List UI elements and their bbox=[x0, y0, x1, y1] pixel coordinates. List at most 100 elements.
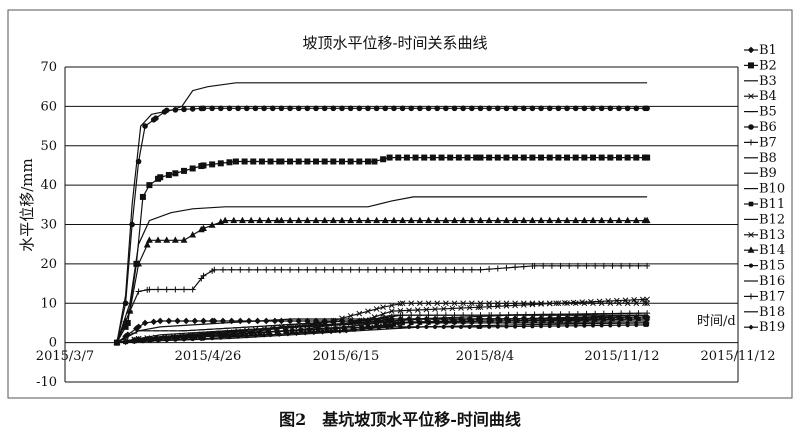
point-B6 bbox=[469, 105, 475, 112]
legend-label: B13 bbox=[759, 228, 785, 243]
point-B14 bbox=[494, 216, 502, 224]
point-B7 bbox=[557, 262, 564, 269]
point-B19 bbox=[469, 320, 475, 326]
point-B2 bbox=[364, 158, 371, 165]
legend: B1B2B3B4B5B6B7B8B9B10B11B12B13B14B15B16B… bbox=[744, 43, 785, 335]
point-B13 bbox=[434, 300, 441, 307]
point-B19 bbox=[425, 320, 432, 326]
point-B19 bbox=[144, 335, 150, 342]
point-B17 bbox=[265, 329, 272, 336]
point-B7 bbox=[172, 286, 179, 293]
point-B6 bbox=[339, 105, 345, 112]
point-B17 bbox=[434, 312, 441, 319]
point-B17 bbox=[644, 310, 651, 317]
point-B2 bbox=[494, 154, 501, 161]
point-B14 bbox=[273, 216, 281, 224]
point-B19 bbox=[607, 320, 613, 326]
series-B14 bbox=[113, 216, 651, 346]
point-B13 bbox=[468, 300, 475, 307]
point-B2 bbox=[157, 174, 164, 181]
point-B19 bbox=[486, 320, 492, 326]
point-B6 bbox=[330, 105, 337, 112]
point-B7 bbox=[408, 266, 415, 273]
chart-frame bbox=[7, 9, 793, 399]
point-B2 bbox=[165, 172, 172, 178]
point-B6 bbox=[218, 105, 224, 112]
point-B6 bbox=[590, 105, 596, 112]
legend-item-B4: B4 bbox=[744, 89, 777, 104]
point-B19 bbox=[443, 320, 449, 326]
legend-marker bbox=[748, 324, 754, 330]
point-B13 bbox=[581, 300, 588, 307]
point-B17 bbox=[557, 311, 564, 318]
x-axis-label: 时间/d bbox=[697, 314, 736, 329]
point-B17 bbox=[548, 311, 555, 318]
point-B14 bbox=[312, 216, 320, 224]
point-B1 bbox=[135, 323, 142, 331]
point-B1 bbox=[150, 318, 158, 326]
point-B2 bbox=[590, 154, 597, 161]
point-B4 bbox=[406, 307, 412, 314]
point-B14 bbox=[572, 216, 580, 224]
point-B2 bbox=[338, 158, 345, 165]
legend-marker bbox=[748, 263, 754, 268]
point-B14 bbox=[624, 216, 632, 224]
y-tick-label: 60 bbox=[40, 99, 57, 114]
point-B7 bbox=[609, 262, 616, 269]
legend-item-B18: B18 bbox=[744, 305, 785, 320]
point-B2 bbox=[538, 154, 545, 161]
point-B2 bbox=[529, 154, 536, 161]
point-B19 bbox=[135, 336, 142, 342]
legend-marker bbox=[748, 62, 754, 69]
point-B6 bbox=[347, 105, 354, 112]
point-B2 bbox=[644, 154, 651, 161]
point-B7 bbox=[321, 266, 328, 273]
point-B11 bbox=[575, 317, 581, 323]
point-B6 bbox=[356, 105, 363, 112]
point-B14 bbox=[459, 216, 467, 224]
point-B6 bbox=[529, 105, 536, 112]
point-B17 bbox=[451, 312, 458, 319]
point-B7 bbox=[592, 262, 599, 269]
legend-label: B10 bbox=[759, 182, 785, 197]
point-B17 bbox=[442, 312, 449, 319]
point-B7 bbox=[434, 266, 441, 273]
legend-label: B7 bbox=[759, 135, 777, 150]
point-B17 bbox=[583, 310, 590, 317]
legend-label: B3 bbox=[759, 74, 777, 89]
point-B13 bbox=[529, 300, 536, 307]
point-B13 bbox=[555, 300, 562, 307]
point-B4 bbox=[475, 304, 482, 311]
point-B7 bbox=[548, 262, 555, 269]
point-B2 bbox=[139, 193, 146, 200]
point-B19 bbox=[261, 332, 267, 338]
point-B7 bbox=[399, 266, 406, 273]
point-B1 bbox=[165, 317, 173, 325]
point-B6 bbox=[261, 105, 267, 112]
point-B17 bbox=[566, 311, 573, 318]
point-B2 bbox=[209, 161, 216, 168]
point-B19 bbox=[460, 320, 466, 326]
point-B2 bbox=[172, 170, 179, 177]
point-B7 bbox=[382, 266, 389, 273]
point-B7 bbox=[600, 262, 607, 269]
point-B6 bbox=[189, 106, 196, 112]
point-B19 bbox=[477, 320, 484, 326]
grid-lines bbox=[64, 66, 739, 383]
point-B14 bbox=[163, 236, 171, 243]
point-B2 bbox=[403, 154, 410, 161]
point-B19 bbox=[399, 320, 406, 326]
point-B2 bbox=[295, 158, 302, 165]
point-B2 bbox=[607, 154, 614, 161]
point-B2 bbox=[455, 154, 462, 161]
point-B14 bbox=[247, 216, 255, 224]
point-B1 bbox=[236, 317, 244, 325]
x-tick-label: 2015/11/12 bbox=[701, 349, 776, 364]
point-B7 bbox=[416, 266, 423, 273]
point-B14 bbox=[286, 216, 294, 224]
point-B2 bbox=[304, 158, 311, 165]
point-B19 bbox=[328, 328, 334, 335]
point-B19 bbox=[521, 320, 527, 326]
point-B6 bbox=[304, 105, 311, 112]
